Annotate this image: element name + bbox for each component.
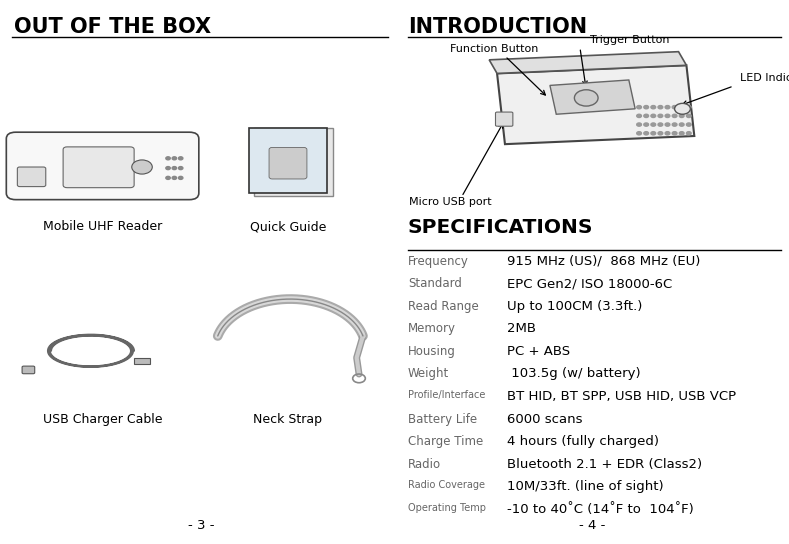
Text: Profile/Interface: Profile/Interface	[408, 390, 485, 400]
Text: Trigger Button: Trigger Button	[590, 35, 670, 45]
Circle shape	[644, 132, 649, 135]
Circle shape	[166, 157, 170, 160]
Text: Memory: Memory	[408, 322, 456, 335]
Text: Quick Guide: Quick Guide	[273, 140, 303, 145]
Circle shape	[665, 114, 670, 118]
Text: - 4 -: - 4 -	[578, 519, 605, 532]
FancyBboxPatch shape	[495, 112, 513, 126]
Text: Radio: Radio	[408, 458, 441, 471]
Text: Up to 100CM (3.3ft.): Up to 100CM (3.3ft.)	[507, 300, 642, 313]
Text: BT HID, BT SPP, USB HID, USB VCP: BT HID, BT SPP, USB HID, USB VCP	[507, 390, 735, 403]
Polygon shape	[489, 52, 686, 73]
Text: SPECIFICATIONS: SPECIFICATIONS	[408, 218, 593, 237]
Text: Frequency: Frequency	[408, 255, 469, 268]
Circle shape	[644, 114, 649, 118]
Text: Radio Coverage: Radio Coverage	[408, 480, 485, 490]
FancyBboxPatch shape	[134, 358, 150, 364]
Circle shape	[637, 114, 641, 118]
Text: 4 hours (fully charged): 4 hours (fully charged)	[507, 435, 659, 448]
Circle shape	[679, 106, 684, 109]
Circle shape	[658, 123, 663, 126]
Text: Operating Temp: Operating Temp	[408, 503, 486, 513]
Text: 2MB: 2MB	[507, 322, 536, 335]
FancyBboxPatch shape	[6, 132, 199, 200]
Text: Read Range: Read Range	[408, 300, 479, 313]
Text: MOBILE UHF READER: MOBILE UHF READER	[259, 134, 317, 139]
Text: Charge Time: Charge Time	[408, 435, 483, 448]
Text: Housing: Housing	[408, 345, 456, 358]
Text: Standard: Standard	[408, 277, 462, 290]
Circle shape	[686, 114, 691, 118]
Circle shape	[658, 132, 663, 135]
Circle shape	[178, 157, 183, 160]
Text: Quick Guide: Quick Guide	[250, 220, 326, 233]
Circle shape	[651, 114, 656, 118]
FancyBboxPatch shape	[254, 128, 333, 196]
Circle shape	[658, 106, 663, 109]
Text: Battery Life: Battery Life	[408, 412, 477, 425]
Circle shape	[672, 114, 677, 118]
Text: Function Button: Function Button	[450, 45, 538, 54]
Text: Weight: Weight	[408, 368, 449, 380]
Circle shape	[665, 106, 670, 109]
Circle shape	[637, 106, 641, 109]
FancyBboxPatch shape	[249, 128, 327, 193]
Circle shape	[637, 123, 641, 126]
Circle shape	[178, 176, 183, 180]
Circle shape	[686, 132, 691, 135]
Circle shape	[644, 106, 649, 109]
Circle shape	[166, 166, 170, 170]
Circle shape	[574, 90, 598, 106]
FancyBboxPatch shape	[63, 147, 134, 188]
Circle shape	[665, 123, 670, 126]
Text: LED Indicator: LED Indicator	[740, 73, 789, 83]
Circle shape	[637, 132, 641, 135]
Text: PC + ABS: PC + ABS	[507, 345, 570, 358]
Circle shape	[132, 160, 152, 174]
Text: Mobile UHF Reader: Mobile UHF Reader	[43, 220, 163, 233]
FancyBboxPatch shape	[17, 167, 46, 187]
Text: Neck Strap: Neck Strap	[253, 413, 323, 426]
Circle shape	[672, 132, 677, 135]
Text: -10 to 40˚C (14˚F to  104˚F): -10 to 40˚C (14˚F to 104˚F)	[507, 503, 694, 516]
Circle shape	[658, 114, 663, 118]
Text: 103.5g (w/ battery): 103.5g (w/ battery)	[507, 368, 640, 380]
FancyBboxPatch shape	[22, 366, 35, 374]
Circle shape	[644, 123, 649, 126]
FancyBboxPatch shape	[269, 147, 307, 179]
Circle shape	[665, 132, 670, 135]
Circle shape	[686, 106, 691, 109]
Circle shape	[172, 166, 177, 170]
Text: 10M/33ft. (line of sight): 10M/33ft. (line of sight)	[507, 480, 664, 493]
Text: Micro USB port: Micro USB port	[409, 197, 492, 207]
Text: Bluetooth 2.1 + EDR (Class2): Bluetooth 2.1 + EDR (Class2)	[507, 458, 701, 471]
Circle shape	[178, 166, 183, 170]
Polygon shape	[550, 80, 635, 114]
Text: USB Charger Cable: USB Charger Cable	[43, 413, 163, 426]
Circle shape	[651, 106, 656, 109]
Circle shape	[679, 123, 684, 126]
Text: EPC Gen2/ ISO 18000-6C: EPC Gen2/ ISO 18000-6C	[507, 277, 671, 290]
Text: OUT OF THE BOX: OUT OF THE BOX	[14, 17, 211, 38]
Text: - 3 -: - 3 -	[188, 519, 215, 532]
Text: 6000 scans: 6000 scans	[507, 412, 582, 425]
Circle shape	[672, 123, 677, 126]
Text: 915 MHz (US)/  868 MHz (EU): 915 MHz (US)/ 868 MHz (EU)	[507, 255, 700, 268]
Circle shape	[651, 123, 656, 126]
Circle shape	[675, 103, 690, 114]
Circle shape	[686, 123, 691, 126]
Circle shape	[651, 132, 656, 135]
Circle shape	[672, 106, 677, 109]
Circle shape	[172, 176, 177, 180]
Text: INTRODUCTION: INTRODUCTION	[408, 17, 587, 38]
Circle shape	[172, 157, 177, 160]
Circle shape	[679, 114, 684, 118]
Circle shape	[166, 176, 170, 180]
Circle shape	[679, 132, 684, 135]
Polygon shape	[497, 65, 694, 144]
